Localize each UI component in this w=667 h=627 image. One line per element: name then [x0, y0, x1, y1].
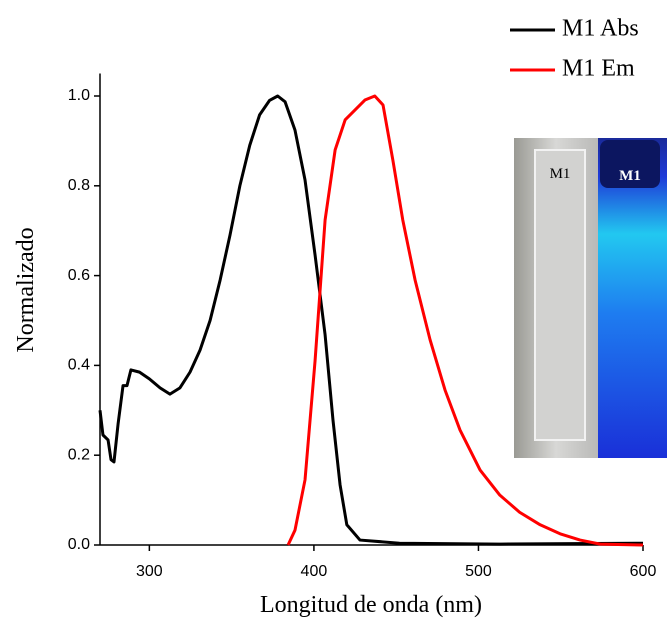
- legend-label: M1 Em: [562, 56, 635, 82]
- y-tick-label: 0.6: [68, 267, 90, 284]
- legend-label: M1 Abs: [562, 16, 639, 42]
- inset-photo: M1 M1: [514, 138, 667, 458]
- y-tick-label: 1.0: [68, 87, 90, 104]
- inset-label: M1: [619, 168, 641, 184]
- data-line: [98, 94, 644, 546]
- x-tick-label: 500: [465, 563, 492, 580]
- inset-label: M1: [550, 166, 571, 182]
- y-tick-label: 0.8: [68, 177, 90, 194]
- y-tick-label: 0.0: [68, 536, 90, 553]
- y-axis-title: Normalizado: [13, 227, 39, 352]
- data-line: [286, 94, 644, 547]
- x-tick-label: 600: [630, 563, 657, 580]
- y-tick-label: 0.4: [68, 357, 90, 374]
- x-tick-label: 300: [136, 563, 163, 580]
- x-axis-title: Longitud de onda (nm): [260, 592, 482, 618]
- x-tick-label: 400: [301, 563, 328, 580]
- y-tick-label: 0.2: [68, 446, 90, 463]
